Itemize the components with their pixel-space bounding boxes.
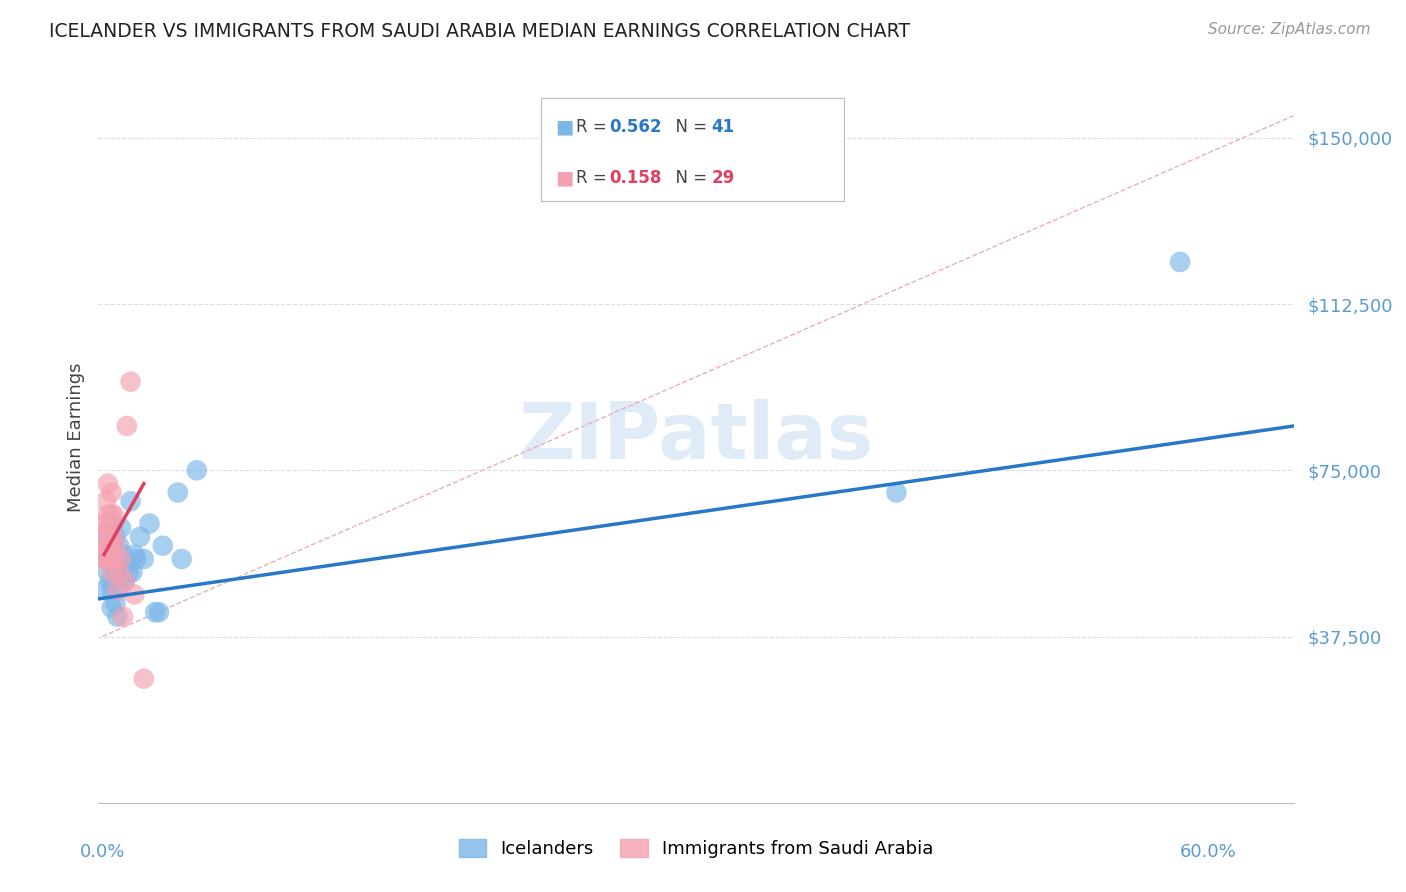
Point [98,552,121,566]
Point [114,574,136,589]
Point [115,557,138,571]
Point [100,566,122,580]
Point [100,485,122,500]
Point [124,587,146,601]
Text: R =: R = [576,118,613,136]
Point [93,582,115,597]
Point [108,574,131,589]
Point [94,494,117,508]
Point [97,539,120,553]
Point [103,516,125,531]
Point [97,476,120,491]
Point [152,539,174,553]
Point [105,582,128,597]
Point [98,516,121,531]
Text: ICELANDER VS IMMIGRANTS FROM SAUDI ARABIA MEDIAN EARNINGS CORRELATION CHART: ICELANDER VS IMMIGRANTS FROM SAUDI ARABI… [49,22,910,41]
Point [108,566,131,580]
Point [110,521,132,535]
Point [97,508,120,522]
Point [115,419,138,434]
Point [104,566,127,580]
Text: N =: N = [665,118,713,136]
Point [104,596,127,610]
Point [97,530,120,544]
Point [94,530,117,544]
Point [94,552,117,566]
Point [132,552,155,566]
Point [103,508,125,522]
Point [104,530,127,544]
Y-axis label: Median Earnings: Median Earnings [66,362,84,512]
Point [93,539,115,553]
Point [98,574,121,589]
Point [98,543,121,558]
Text: Source: ZipAtlas.com: Source: ZipAtlas.com [1208,22,1371,37]
Text: 60.0%: 60.0% [1180,843,1237,861]
Point [121,566,143,580]
Point [886,485,908,500]
Text: 0.562: 0.562 [609,118,661,136]
Point [97,521,120,535]
Point [105,582,128,597]
Point [93,516,115,531]
Point [104,539,127,553]
Point [105,552,128,566]
Point [138,516,160,531]
Point [94,552,117,566]
Point [111,609,134,624]
Text: R =: R = [576,169,613,187]
Text: 0.158: 0.158 [609,169,661,187]
Point [124,548,146,562]
Point [170,552,193,566]
Point [111,548,134,562]
Point [98,548,121,562]
Point [100,582,122,597]
Point [166,485,188,500]
Point [108,539,131,553]
Point [100,600,122,615]
Point [129,530,152,544]
Point [105,609,128,624]
Point [93,552,115,566]
Point [103,530,125,544]
Point [104,552,127,566]
Point [132,672,155,686]
Point [120,375,142,389]
Text: ■: ■ [555,169,574,187]
Point [186,463,208,477]
Point [114,574,136,589]
Text: ZIPatlas: ZIPatlas [519,399,873,475]
Point [98,521,121,535]
Point [97,566,120,580]
Point [143,605,166,619]
Text: 0.0%: 0.0% [80,843,125,861]
Legend: Icelanders, Immigrants from Saudi Arabia: Icelanders, Immigrants from Saudi Arabia [450,830,942,867]
Point [100,539,122,553]
Point [110,552,132,566]
Text: 29: 29 [711,169,735,187]
Text: N =: N = [665,169,713,187]
Point [118,566,141,580]
Point [120,494,142,508]
Text: ■: ■ [555,118,574,136]
Text: 41: 41 [711,118,734,136]
Point [1168,255,1191,269]
Point [148,605,170,619]
Point [103,543,125,558]
Point [100,557,122,571]
Point [100,508,122,522]
Point [125,552,148,566]
